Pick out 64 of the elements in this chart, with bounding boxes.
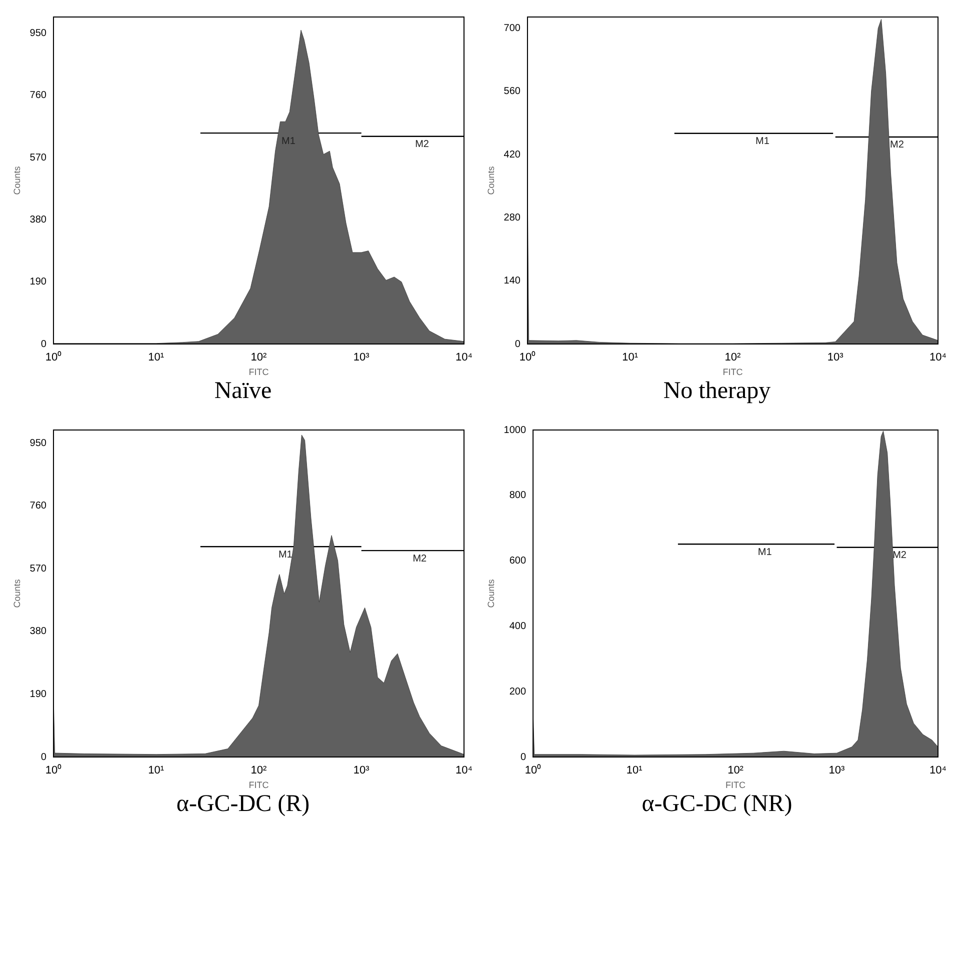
- x-tick-label: 10¹: [626, 764, 643, 777]
- annotation: M1: [278, 549, 293, 560]
- x-tick-label: 10¹: [148, 764, 164, 777]
- x-axis-title: FITC: [722, 367, 744, 378]
- y-tick-label: 700: [504, 23, 521, 34]
- y-axis-title: Counts: [12, 578, 22, 608]
- x-tick-label: 10²: [250, 764, 268, 777]
- y-axis-title: Counts: [486, 578, 496, 608]
- text: α-GC-DC (NR): [640, 791, 794, 818]
- annotation: M2: [892, 550, 907, 562]
- y-tick-label: 380: [30, 626, 47, 638]
- y-tick-label: 560: [504, 86, 521, 98]
- x-tick-label: 10⁰: [45, 350, 62, 364]
- y-tick-label: 950: [30, 438, 47, 449]
- x-tick-label: 10⁴: [930, 764, 947, 777]
- x-tick-label: 10⁴: [930, 352, 947, 364]
- x-tick-label: 10³: [827, 352, 844, 364]
- x-tick-label: 10⁴: [456, 352, 473, 364]
- x-tick-label: 10⁰: [524, 764, 542, 777]
- y-tick-label: 0: [40, 752, 47, 763]
- x-tick-label: 10⁰: [45, 764, 62, 777]
- annotation: M2: [412, 553, 428, 564]
- x-tick-label: 10³: [353, 764, 370, 777]
- text: Naïve: [213, 378, 273, 405]
- x-tick-label: 10⁰: [519, 350, 536, 364]
- x-tick-label: 10²: [250, 352, 268, 364]
- y-tick-label: 280: [504, 212, 521, 224]
- y-tick-label: 950: [30, 28, 47, 40]
- y-tick-label: 600: [509, 556, 526, 567]
- x-axis-title: FITC: [248, 367, 270, 378]
- x-tick-label: 10¹: [148, 352, 164, 364]
- y-tick-label: 190: [30, 688, 47, 700]
- y-tick-label: 760: [30, 90, 47, 102]
- x-tick-label: 10²: [724, 352, 742, 364]
- x-axis-title: FITC: [248, 780, 270, 790]
- y-tick-label: 0: [514, 338, 521, 350]
- annotation: M1: [758, 546, 772, 558]
- text: No therapy: [662, 378, 772, 405]
- y-tick-label: 200: [509, 686, 526, 698]
- annotation: M1: [282, 136, 296, 147]
- text: α-GC-DC (R): [175, 791, 311, 818]
- annotation: M2: [890, 140, 904, 151]
- y-tick-label: 760: [30, 500, 47, 512]
- y-tick-label: 0: [40, 338, 47, 350]
- y-axis-title: Counts: [486, 166, 496, 195]
- y-tick-label: 400: [509, 620, 526, 632]
- y-tick-label: 570: [30, 152, 47, 164]
- x-axis-title: FITC: [726, 780, 746, 790]
- y-tick-label: 140: [504, 276, 521, 287]
- y-tick-label: 190: [30, 276, 47, 288]
- y-tick-label: 380: [30, 214, 47, 226]
- y-tick-label: 0: [520, 752, 526, 763]
- x-tick-label: 10²: [728, 764, 744, 777]
- x-tick-label: 10³: [828, 764, 846, 777]
- y-tick-label: 570: [30, 563, 47, 574]
- y-tick-label: 800: [509, 490, 526, 502]
- x-tick-label: 10³: [353, 352, 370, 364]
- y-tick-label: 420: [504, 149, 521, 160]
- y-axis-title: Counts: [12, 166, 22, 195]
- annotation: M2: [415, 139, 430, 150]
- y-tick-label: 1000: [504, 424, 526, 436]
- x-tick-label: 10⁴: [456, 764, 473, 777]
- annotation: M1: [756, 136, 770, 148]
- x-tick-label: 10¹: [622, 352, 638, 364]
